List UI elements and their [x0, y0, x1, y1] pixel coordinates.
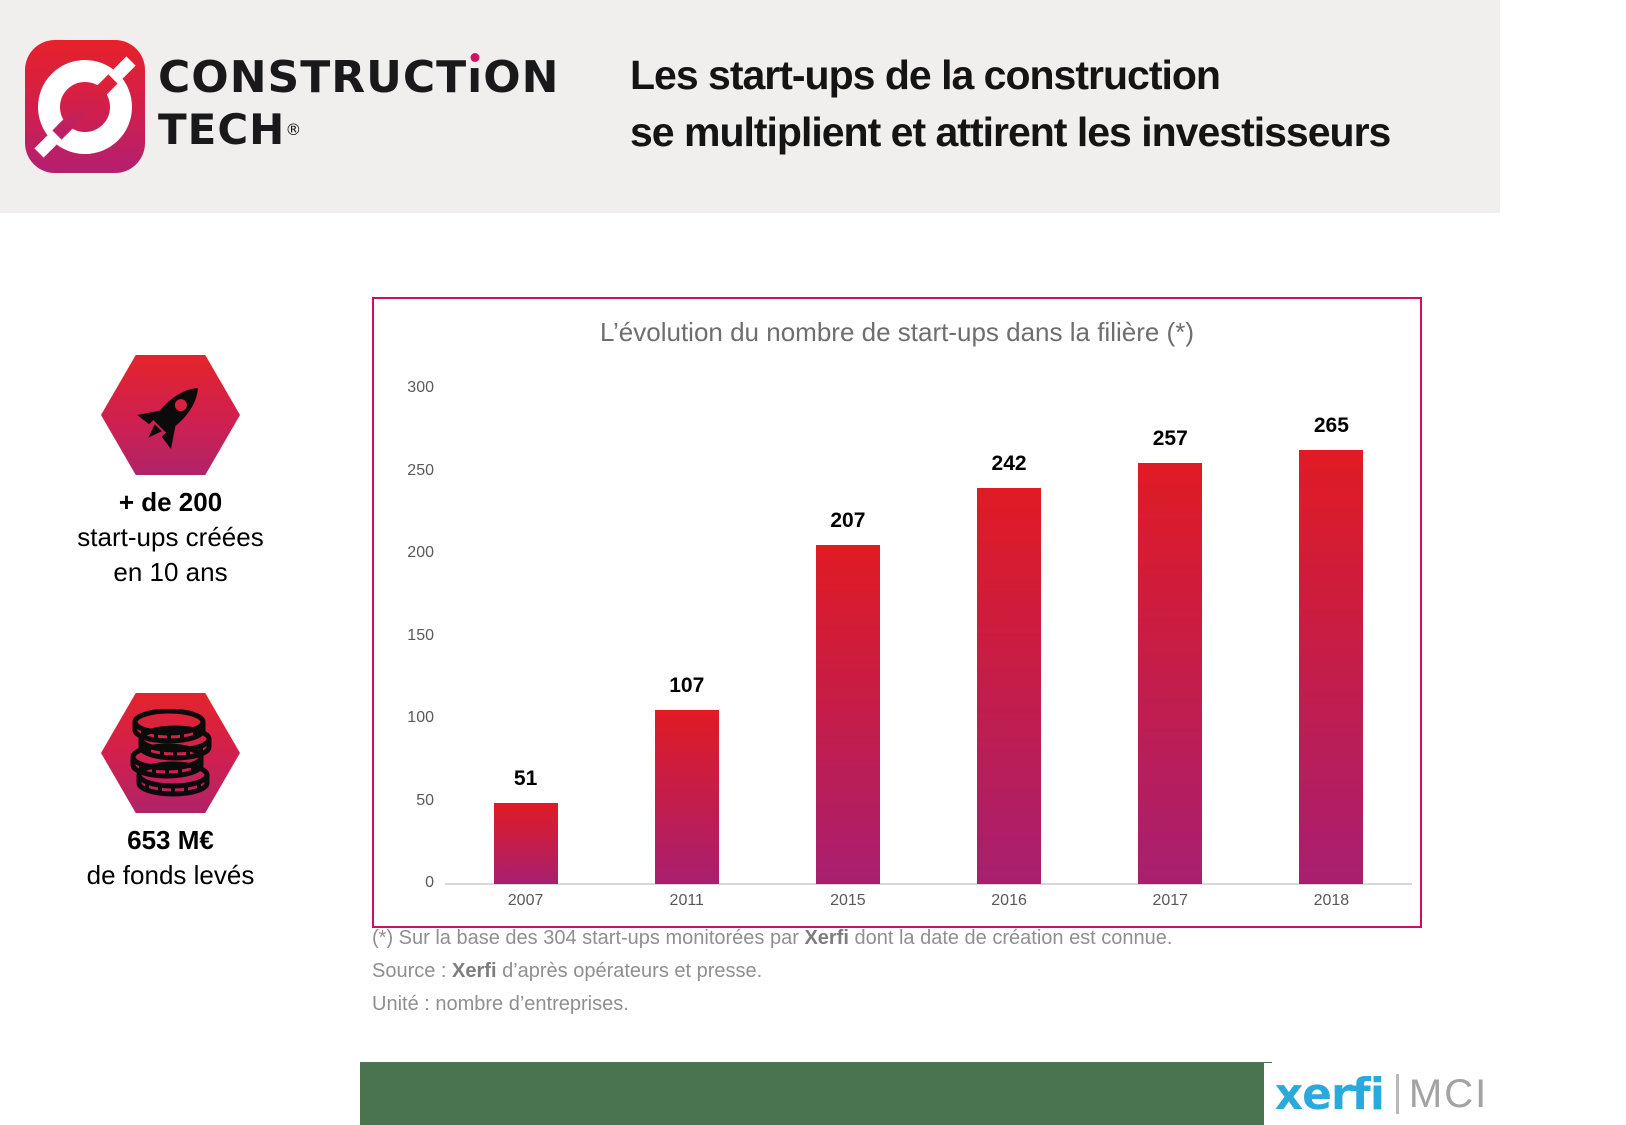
bar-value-label: 107 [669, 674, 705, 697]
rocket-icon [136, 388, 198, 449]
logo-divider [1395, 1074, 1399, 1114]
stat-value: + de 200 [118, 487, 223, 517]
green-accent-band [360, 1062, 1272, 1125]
hexagon-badge [101, 355, 240, 475]
x-axis-label: 2011 [669, 892, 704, 909]
brand-tech: TECH [158, 105, 286, 154]
y-axis-tick: 0 [425, 874, 434, 891]
brand-line2: TECH® [158, 104, 559, 156]
bar-value-label: 257 [1152, 427, 1188, 450]
brand-line1-post: ON [483, 52, 560, 103]
stat-value: 653 M€ [127, 825, 214, 855]
hexagon-badge [101, 693, 240, 813]
stat-funds-raised: 653 M€ de fonds levés [48, 693, 293, 893]
y-axis-tick: 50 [416, 791, 434, 809]
xerfi-mci-logo: xerfi MCI [1264, 1063, 1499, 1125]
circle-slash-icon [34, 56, 136, 158]
bar [493, 800, 558, 884]
xerfi-wordmark: xerfi [1274, 1068, 1385, 1120]
brand-i-letter: ı [467, 52, 484, 103]
bar-value-label: 265 [1313, 414, 1349, 437]
y-axis-tick: 100 [407, 709, 434, 726]
stat-label: start-ups créées [77, 522, 264, 552]
bar [815, 542, 880, 884]
footnote-text: d’après opérateurs et presse. [496, 960, 763, 982]
y-axis-tick: 150 [407, 626, 434, 644]
footnotes: (*) Sur la base des 304 start-ups monito… [372, 922, 1172, 1021]
footnote-text: dont la date de création est connue. [848, 927, 1173, 949]
x-axis-label: 2007 [507, 892, 544, 909]
chart-title: L’évolution du nombre de start-ups dans … [600, 317, 1194, 347]
stat-label: de fonds levés [86, 860, 255, 890]
footnote-bold: Xerfi [804, 927, 849, 949]
coins-icon [130, 709, 211, 797]
brand-line1-pre: CONSTRUCT [158, 52, 468, 103]
stat-text: 653 M€ de fonds levés [48, 823, 293, 893]
y-axis-tick: 300 [407, 379, 434, 396]
mci-wordmark: MCI [1408, 1071, 1489, 1116]
stat-text: + de 200 start-ups créées en 10 ans [48, 485, 293, 590]
bar [1299, 447, 1364, 884]
bar-value-label: 207 [830, 509, 866, 532]
footnote-bold: Xerfi [452, 960, 497, 982]
page-title-line2: se multiplient et attirent les investiss… [630, 109, 1391, 155]
registered-mark: ® [285, 120, 303, 139]
brand-line1: CONSTRUCTıON [158, 52, 559, 104]
footnote-text: Source : [372, 960, 453, 982]
construction-tech-logo-icon [25, 40, 145, 173]
footnote-line1: (*) Sur la base des 304 start-ups monito… [372, 922, 1172, 955]
x-axis-line [445, 883, 1412, 885]
x-axis-label: 2018 [1313, 892, 1350, 909]
page-title-line1: Les start-ups de la construction [630, 52, 1221, 98]
footnote-line2: Source : Xerfi d’après opérateurs et pre… [372, 955, 1172, 988]
bar-chart: L’évolution du nombre de start-ups dans … [372, 297, 1422, 928]
bar [654, 707, 719, 884]
bar [977, 485, 1042, 884]
y-axis-tick: 250 [407, 461, 434, 479]
bar [1138, 460, 1203, 884]
bar-value-label: 242 [991, 452, 1027, 475]
stat-label: en 10 ans [113, 557, 228, 587]
header: CONSTRUCTıON TECH® Les start-ups de la c… [0, 0, 1500, 213]
page-title: Les start-ups de la construction se mult… [630, 47, 1391, 161]
stat-startups-created: + de 200 start-ups créées en 10 ans [48, 355, 293, 590]
bar-value-label: 51 [513, 767, 538, 790]
x-axis-label: 2016 [991, 892, 1027, 909]
footnote-text: (*) Sur la base des 304 start-ups monito… [372, 927, 805, 949]
x-axis-label: 2015 [830, 892, 866, 909]
brand-wordmark: CONSTRUCTıON TECH® [158, 52, 559, 156]
footnote-line3: Unité : nombre d’entreprises. [372, 993, 629, 1015]
x-axis-label: 2017 [1152, 892, 1189, 909]
y-axis-tick: 200 [407, 544, 434, 561]
